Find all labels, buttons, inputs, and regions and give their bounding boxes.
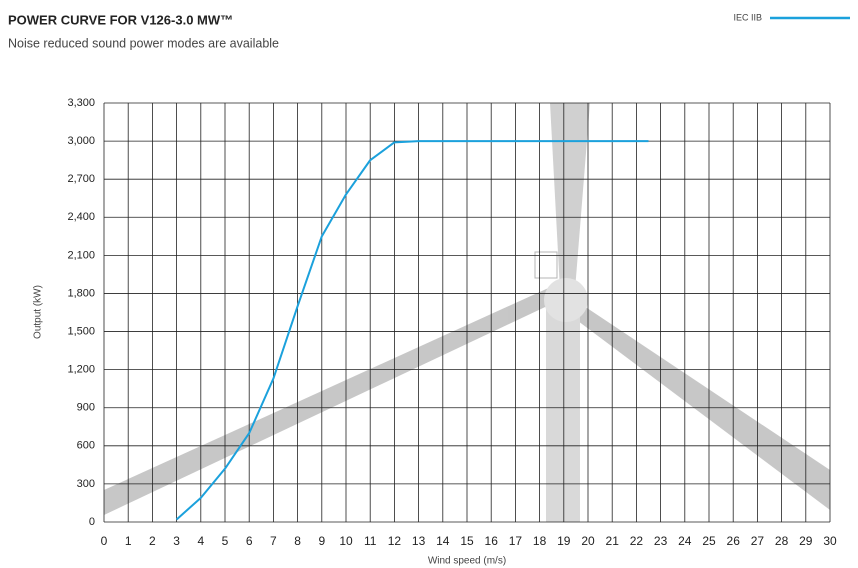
- x-tick-label: 13: [412, 534, 426, 548]
- x-tick-label: 5: [222, 534, 229, 548]
- y-tick-label: 2,700: [67, 173, 95, 185]
- line-series: [175, 140, 649, 521]
- y-axis-label: Output (kW): [33, 285, 44, 339]
- turbine-background: [104, 103, 830, 522]
- y-tick-label: 2,400: [67, 211, 95, 223]
- x-tick-label: 4: [197, 534, 204, 548]
- chart-subtitle: Noise reduced sound power modes are avai…: [8, 36, 279, 50]
- x-tick-label: 19: [557, 534, 571, 548]
- x-tick-label: 14: [436, 534, 450, 548]
- x-tick-label: 30: [823, 534, 837, 548]
- x-tick-label: 15: [460, 534, 474, 548]
- x-tick-label: 6: [246, 534, 253, 548]
- x-tick-label: 24: [678, 534, 692, 548]
- x-tick-label: 22: [630, 534, 644, 548]
- x-tick-label: 0: [101, 534, 108, 548]
- y-tick-label: 3,300: [67, 97, 95, 109]
- x-tick-label: 18: [533, 534, 547, 548]
- x-tick-label: 9: [318, 534, 325, 548]
- x-tick-label: 1: [125, 534, 132, 548]
- x-tick-label: 29: [799, 534, 813, 548]
- x-tick-label: 21: [606, 534, 620, 548]
- x-tick-label: 27: [751, 534, 765, 548]
- x-tick-label: 10: [339, 534, 353, 548]
- y-tick-label: 1,200: [67, 364, 95, 376]
- x-tick-label: 28: [775, 534, 789, 548]
- y-tick-label: 2,100: [67, 249, 95, 261]
- x-tick-label: 11: [364, 534, 377, 548]
- x-tick-label: 7: [270, 534, 277, 548]
- x-tick-label: 25: [702, 534, 716, 548]
- y-tick-label: 1,500: [67, 325, 95, 337]
- x-tick-label: 16: [485, 534, 499, 548]
- x-tick-label: 8: [294, 534, 301, 548]
- legend-label: IEC IIB: [733, 12, 762, 22]
- y-tick-label: 300: [77, 478, 95, 490]
- x-tick-label: 17: [509, 534, 523, 548]
- y-tick-label: 1,800: [67, 287, 95, 299]
- x-axis-label: Wind speed (m/s): [428, 556, 506, 567]
- y-tick-label: 900: [77, 402, 95, 414]
- x-tick-label: 23: [654, 534, 668, 548]
- x-tick-label: 3: [173, 534, 180, 548]
- x-tick-label: 2: [149, 534, 156, 548]
- y-tick-label: 600: [77, 440, 95, 452]
- y-tick-label: 0: [89, 516, 95, 528]
- x-tick-label: 12: [388, 534, 402, 548]
- y-tick-label: 3,000: [67, 135, 95, 147]
- x-tick-label: 26: [727, 534, 741, 548]
- x-tick-label: 20: [581, 534, 595, 548]
- chart-title: POWER CURVE FOR V126-3.0 MW™: [8, 12, 233, 27]
